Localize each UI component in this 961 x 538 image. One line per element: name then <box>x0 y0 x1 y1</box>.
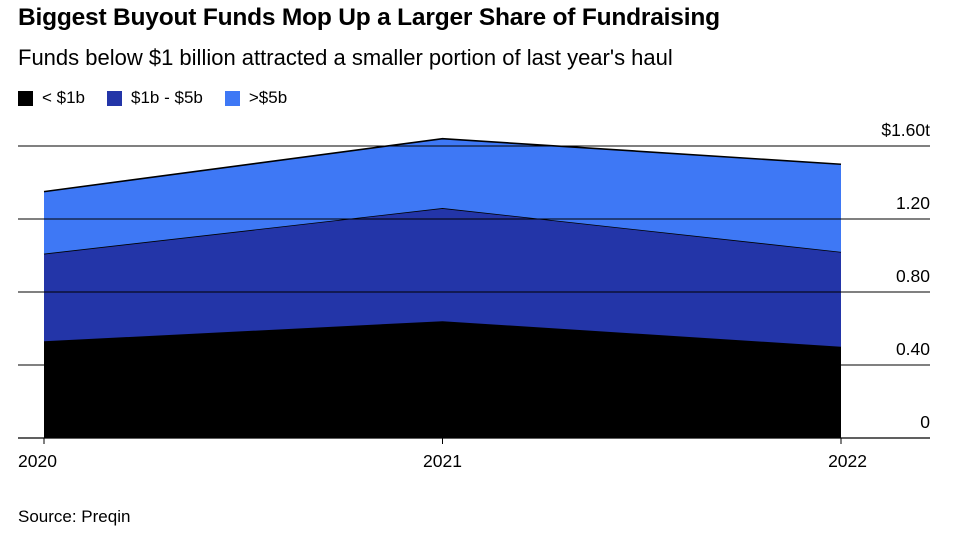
legend-label-under-1b: < $1b <box>42 88 86 107</box>
source-note: Source: Preqin <box>18 507 131 526</box>
y-tick-label-1: 0.40 <box>896 339 930 359</box>
x-tick-label-2: 2022 <box>828 451 867 471</box>
legend-label-over-5b: >$5b <box>248 88 288 107</box>
legend: < $1b $1b - $5b >$5b <box>18 88 309 108</box>
area-series-2 <box>44 138 841 254</box>
area-edge-2 <box>43 137 842 193</box>
x-tick-label-0: 2020 <box>18 451 57 471</box>
legend-swatch-1b-5b <box>107 90 123 106</box>
y-tick-label-4: $1.60t <box>881 120 930 140</box>
legend-item-over-5b: >$5b <box>224 88 288 108</box>
legend-swatch-over-5b <box>224 90 240 106</box>
area-series-0 <box>44 321 841 438</box>
legend-swatch-under-1b <box>18 90 33 106</box>
y-tick-label-2: 0.80 <box>896 266 930 286</box>
legend-item-under-1b: < $1b <box>18 88 85 108</box>
legend-item-1b-5b: $1b - $5b <box>107 88 203 108</box>
chart-subtitle: Funds below $1 billion attracted a small… <box>18 45 673 70</box>
chart-title: Biggest Buyout Funds Mop Up a Larger Sha… <box>18 4 720 31</box>
area-series-1 <box>44 208 841 347</box>
y-tick-label-0: 0 <box>920 412 930 432</box>
legend-label-1b-5b: $1b - $5b <box>131 88 203 107</box>
y-tick-label-3: 1.20 <box>896 193 930 213</box>
x-tick-label-1: 2021 <box>423 451 462 471</box>
